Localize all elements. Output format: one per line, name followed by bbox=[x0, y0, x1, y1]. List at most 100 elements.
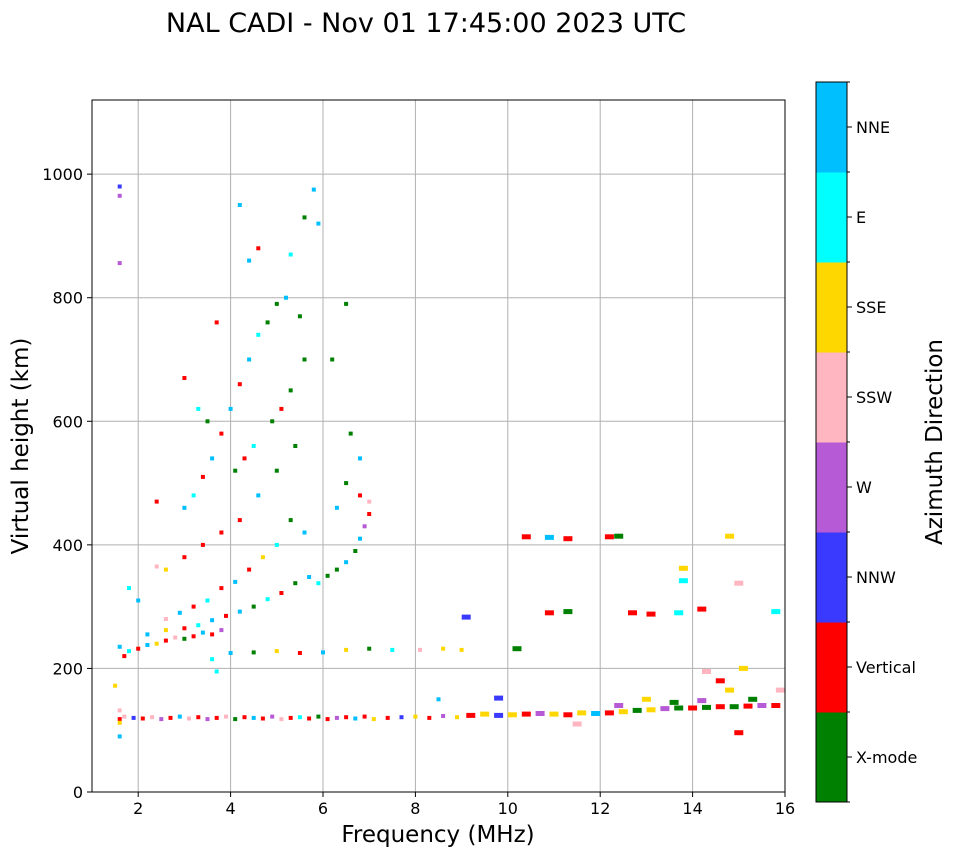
echo-point bbox=[293, 581, 298, 586]
echo-point bbox=[117, 261, 122, 266]
echo-point bbox=[274, 468, 279, 473]
echo-point bbox=[168, 715, 173, 720]
echo-point bbox=[113, 683, 118, 688]
echo-point bbox=[191, 634, 196, 639]
echo-point bbox=[307, 575, 312, 579]
echo-point bbox=[163, 617, 168, 621]
echo-point bbox=[344, 647, 349, 652]
echo-point bbox=[738, 665, 748, 671]
echo-point bbox=[358, 536, 362, 541]
echo-point bbox=[233, 579, 238, 584]
echo-point bbox=[214, 320, 219, 325]
echo-point bbox=[210, 632, 215, 637]
echo-point bbox=[307, 716, 312, 721]
echo-point bbox=[270, 419, 275, 424]
y-tick-label: 800 bbox=[52, 289, 83, 308]
echo-point bbox=[251, 444, 256, 448]
echo-point bbox=[279, 406, 284, 411]
echo-point bbox=[362, 714, 367, 719]
colorbar-label: W bbox=[856, 478, 872, 497]
echo-point bbox=[399, 715, 404, 720]
echo-point bbox=[316, 714, 321, 719]
echo-point bbox=[297, 314, 302, 319]
echo-point bbox=[270, 714, 275, 719]
echo-point bbox=[334, 715, 339, 720]
echo-point bbox=[480, 711, 490, 717]
colorbar-label: NNE bbox=[856, 118, 890, 137]
colorbar-swatch bbox=[816, 82, 847, 173]
colorbar-frame bbox=[815, 81, 848, 803]
echo-point bbox=[256, 332, 261, 337]
echo-point bbox=[131, 715, 136, 720]
x-axis-label: Frequency (MHz) bbox=[341, 822, 534, 848]
colorbar-label: E bbox=[856, 208, 866, 227]
echo-point bbox=[210, 456, 215, 461]
echo-point bbox=[669, 699, 679, 705]
echo-point bbox=[219, 628, 224, 633]
echo-point bbox=[325, 573, 330, 578]
echo-point bbox=[196, 715, 201, 720]
echo-point bbox=[678, 578, 688, 584]
echo-point bbox=[288, 252, 293, 257]
echo-point bbox=[646, 611, 656, 617]
echo-point bbox=[512, 646, 522, 652]
echo-point bbox=[122, 714, 127, 719]
echo-point bbox=[316, 221, 321, 226]
chart-title: NAL CADI - Nov 01 17:45:00 2023 UTC bbox=[166, 8, 686, 39]
echo-point bbox=[205, 598, 210, 603]
echo-point bbox=[163, 638, 168, 643]
echo-point bbox=[743, 703, 753, 709]
echo-point bbox=[358, 493, 362, 498]
echo-point bbox=[247, 357, 252, 362]
echo-point bbox=[771, 703, 781, 708]
echo-point bbox=[614, 533, 624, 539]
echo-point bbox=[154, 564, 159, 569]
echo-point bbox=[330, 357, 335, 362]
echo-point bbox=[205, 717, 210, 722]
echo-point bbox=[224, 613, 228, 618]
y-axis-label: Virtual height (km) bbox=[8, 338, 34, 555]
echo-point bbox=[145, 632, 150, 637]
echo-point bbox=[413, 714, 418, 719]
echo-point bbox=[371, 717, 376, 722]
colorbar-swatch bbox=[816, 172, 847, 263]
echo-point bbox=[256, 493, 261, 498]
colorbar-title: Azimuth Direction bbox=[922, 339, 948, 545]
echo-point bbox=[544, 610, 554, 616]
echo-point bbox=[251, 715, 256, 720]
colorbar-label: NNW bbox=[856, 568, 896, 587]
echo-point bbox=[614, 703, 624, 708]
echo-point bbox=[316, 581, 321, 586]
echo-point bbox=[702, 669, 711, 674]
echo-point bbox=[228, 406, 233, 411]
echo-point bbox=[604, 710, 614, 716]
echo-point bbox=[117, 644, 122, 649]
echo-point bbox=[353, 549, 358, 553]
y-tick-label: 1000 bbox=[42, 165, 83, 184]
echo-point bbox=[297, 715, 302, 720]
echo-point bbox=[265, 597, 270, 602]
colorbar-label: SSW bbox=[856, 388, 892, 407]
colorbar-label: X-mode bbox=[856, 748, 917, 767]
echo-point bbox=[348, 431, 353, 436]
echo-point bbox=[549, 711, 559, 717]
echo-point bbox=[117, 193, 122, 198]
echo-point bbox=[293, 444, 298, 448]
echo-point bbox=[214, 669, 219, 674]
echo-point bbox=[459, 647, 464, 652]
echo-point bbox=[646, 707, 656, 713]
echo-point bbox=[237, 382, 242, 387]
echo-point bbox=[494, 712, 504, 718]
echo-point bbox=[311, 187, 316, 192]
echo-point bbox=[140, 716, 145, 721]
echo-point bbox=[734, 580, 744, 586]
echo-point bbox=[563, 712, 573, 718]
echo-point bbox=[641, 696, 651, 702]
echo-point bbox=[145, 643, 150, 647]
echo-point bbox=[362, 524, 367, 529]
echo-point bbox=[265, 320, 270, 325]
echo-point bbox=[535, 711, 545, 716]
echo-point bbox=[507, 712, 517, 718]
echo-point bbox=[117, 708, 122, 713]
